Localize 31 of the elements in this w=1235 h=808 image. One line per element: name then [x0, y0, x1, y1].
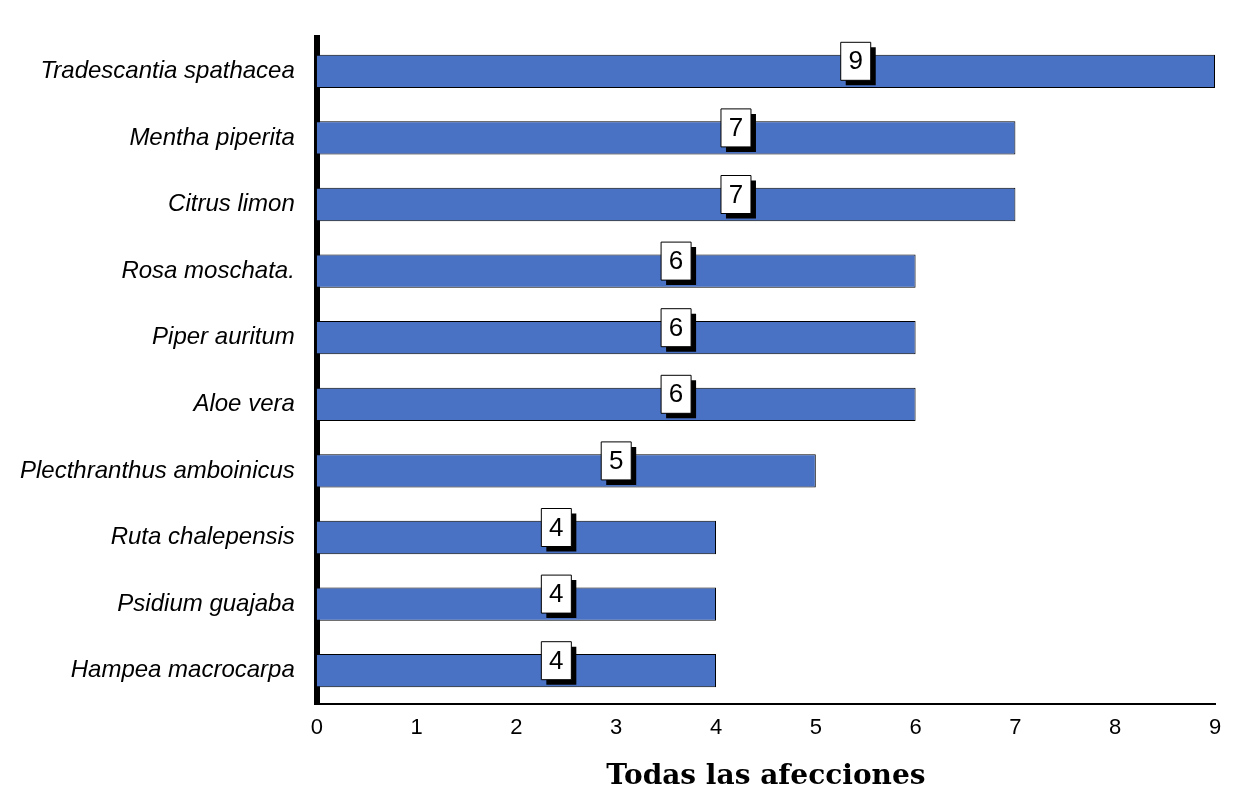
x-tick-label: 3 — [610, 714, 623, 740]
x-tick-label: 7 — [1009, 714, 1022, 740]
y-tick-label: Ruta chalepensis — [110, 522, 295, 550]
data-label: 5 — [608, 445, 624, 476]
x-axis-title: Todas las afecciones — [606, 758, 926, 792]
y-tick-label: Plecthranthus amboinicus — [19, 455, 295, 483]
y-tick-label: Rosa moschata. — [121, 255, 295, 283]
x-tick-label: 5 — [809, 714, 822, 740]
y-tick-label: Piper auritum — [152, 322, 295, 350]
data-label: 7 — [728, 178, 744, 209]
y-tick-label: Aloe vera — [191, 388, 295, 416]
y-tick-label: Psidium guajaba — [117, 588, 295, 616]
data-label: 6 — [668, 311, 684, 342]
x-tick-label: 1 — [410, 714, 423, 740]
y-tick-label: Citrus limon — [168, 189, 295, 217]
data-label: 6 — [668, 245, 684, 276]
x-tick-label: 8 — [1109, 714, 1122, 740]
y-tick-label: Mentha piperita — [129, 122, 295, 150]
x-tick-label: 2 — [510, 714, 523, 740]
y-tick-label: Tradescantia spathacea — [40, 55, 295, 83]
data-label: 6 — [668, 378, 684, 409]
y-tick-label: Hampea macrocarpa — [70, 655, 295, 683]
x-tick-label: 6 — [909, 714, 922, 740]
x-tick-label: 0 — [310, 714, 323, 740]
x-tick-label: 4 — [709, 714, 723, 740]
data-label: 4 — [549, 511, 564, 542]
data-label: 4 — [549, 578, 564, 609]
x-tick-label: 9 — [1208, 714, 1222, 740]
data-label: 7 — [728, 112, 744, 143]
data-label: 4 — [549, 644, 564, 675]
data-label: 9 — [848, 45, 863, 76]
